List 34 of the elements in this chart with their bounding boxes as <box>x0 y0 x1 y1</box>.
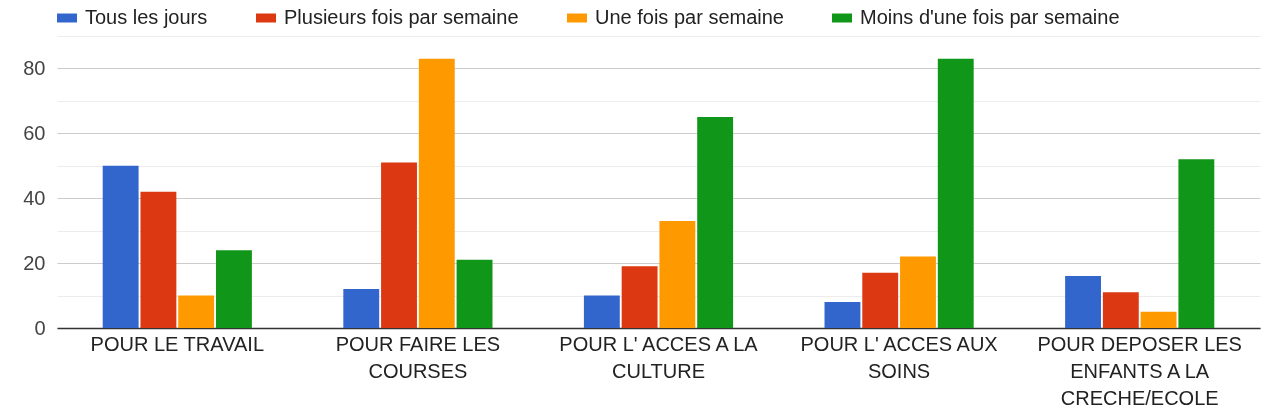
bar <box>1102 292 1139 328</box>
bar <box>824 302 861 328</box>
x-tick-label: POUR LE TRAVAIL <box>90 332 264 355</box>
bar <box>937 58 974 328</box>
y-tick-label: 0 <box>34 316 46 339</box>
bar <box>102 165 139 328</box>
x-tick-label: POUR FAIRE LES COURSES <box>335 332 501 382</box>
bar <box>621 266 658 328</box>
legend-label: Tous les jours <box>85 6 208 28</box>
y-tick-label: 20 <box>23 251 46 274</box>
x-tick-label: POUR DEPOSER LES ENFANTS A LA CRECHE/ECOLE <box>1037 332 1242 409</box>
bar <box>862 272 899 328</box>
bar <box>1140 311 1177 328</box>
bar <box>659 220 696 328</box>
bar <box>178 295 215 328</box>
y-tick-label: 40 <box>23 186 46 209</box>
bar <box>381 162 417 328</box>
bar <box>1178 159 1215 328</box>
bar <box>418 58 455 328</box>
bar <box>900 256 936 328</box>
legend-label: Une fois par semaine <box>595 6 784 28</box>
y-tick-label: 60 <box>23 121 46 144</box>
legend-label: Plusieurs fois par semaine <box>284 6 519 28</box>
bar <box>697 117 734 328</box>
legend-label: Moins d'une fois par semaine <box>860 6 1120 28</box>
bar <box>1065 276 1101 328</box>
bar <box>456 259 493 328</box>
bar <box>140 191 177 328</box>
x-tick-label: POUR L' ACCES A LA CULTURE <box>559 332 759 382</box>
bar <box>216 250 252 328</box>
y-tick-label: 80 <box>23 56 46 79</box>
bar <box>343 289 380 328</box>
bar <box>583 295 620 328</box>
x-tick-label: POUR L' ACCES AUX SOINS <box>800 332 998 382</box>
